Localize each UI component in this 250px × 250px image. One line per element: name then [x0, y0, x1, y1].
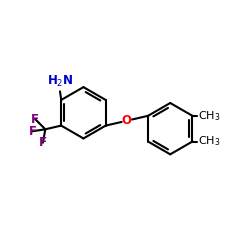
Text: CH$_3$: CH$_3$	[198, 134, 220, 148]
Text: F: F	[31, 112, 39, 126]
Text: F: F	[28, 125, 36, 138]
Text: CH$_3$: CH$_3$	[198, 109, 220, 123]
Text: H$_2$N: H$_2$N	[47, 74, 73, 89]
Text: F: F	[39, 136, 47, 149]
Text: O: O	[122, 114, 132, 127]
